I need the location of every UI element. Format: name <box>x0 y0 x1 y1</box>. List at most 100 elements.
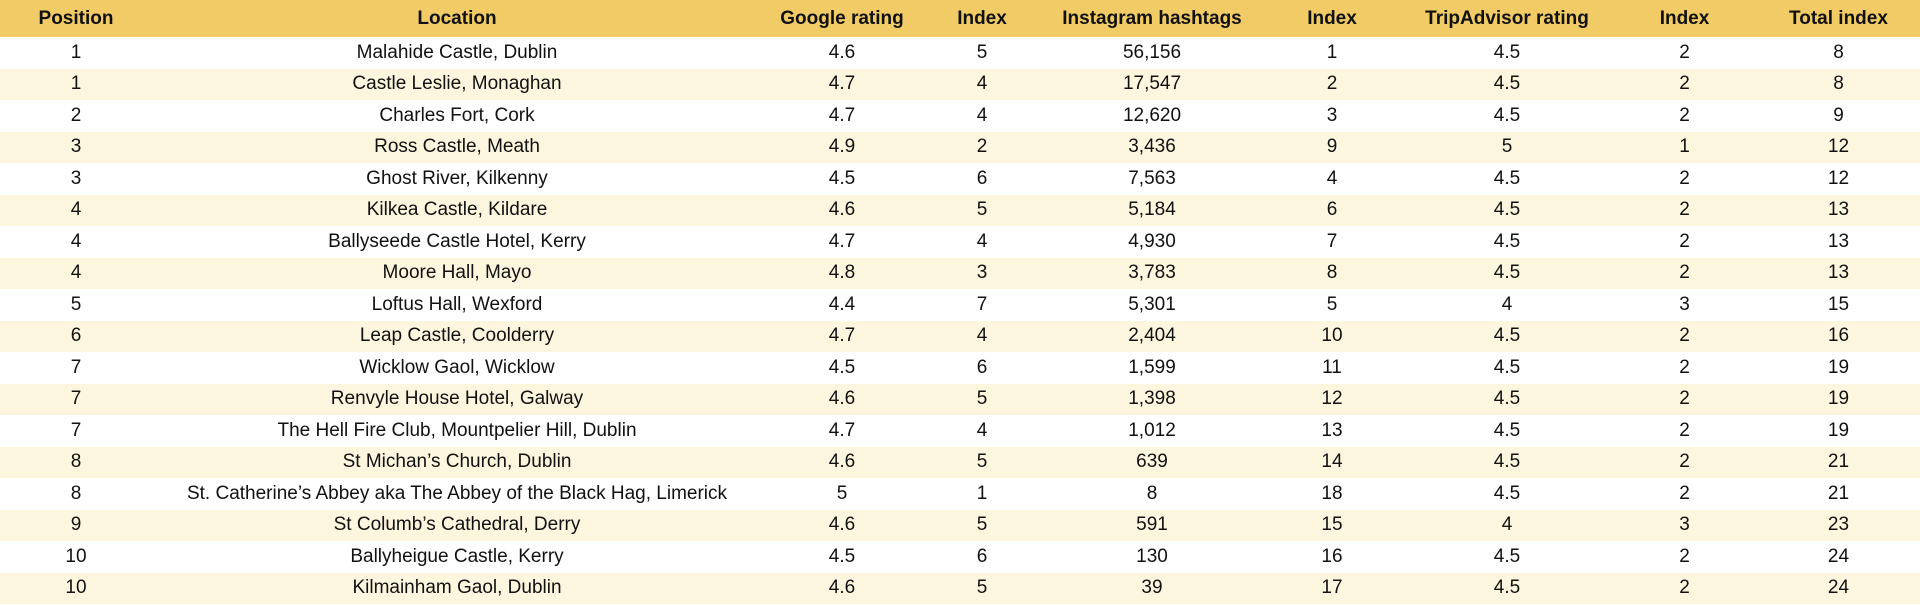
cell-total-index: 21 <box>1827 482 1850 504</box>
cell-location: Kilkea Castle, Kildare <box>366 199 548 221</box>
cell-tripadvisor-rating: 4.5 <box>1493 577 1521 599</box>
cell-location: Charles Fort, Cork <box>379 104 535 126</box>
cell-position: 4 <box>70 230 82 252</box>
cell-google-rating: 4.7 <box>828 419 856 441</box>
cell-google-rating: 4.8 <box>828 262 856 284</box>
cell-location: St Columb’s Cathedral, Derry <box>333 514 581 536</box>
cell-google-index: 5 <box>976 41 988 63</box>
table-row: 1 Malahide Castle, Dublin 4.6 5 56,156 1 4.5 2 8 <box>0 37 1920 69</box>
cell-google-rating: 4.5 <box>828 545 856 567</box>
cell-instagram-index: 4 <box>1326 167 1338 189</box>
cell-google-index: 4 <box>976 419 988 441</box>
cell-google-rating: 4.7 <box>828 230 856 252</box>
cell-google-index: 7 <box>976 293 988 315</box>
header-instagram-index: Index <box>1262 0 1402 37</box>
cell-position: 3 <box>70 167 82 189</box>
header-google-rating: Google rating <box>762 0 922 37</box>
header-row: Position Location Google rating Index In… <box>0 0 1920 37</box>
table-row: 7 The Hell Fire Club, Mountpelier Hill, D… <box>0 415 1920 447</box>
cell-tripadvisor-rating: 4.5 <box>1493 419 1521 441</box>
cell-position: 10 <box>65 545 87 567</box>
cell-total-index: 8 <box>1833 41 1844 63</box>
cell-position: 4 <box>70 199 82 221</box>
cell-instagram-hashtags: 5,301 <box>1128 293 1176 315</box>
cell-tripadvisor-index: 2 <box>1679 388 1690 410</box>
cell-google-index: 6 <box>976 545 988 567</box>
table-row: 6 Leap Castle, Coolderry 4.7 4 2,404 10 4.5 2 16 <box>0 320 1920 352</box>
cell-tripadvisor-rating: 4.5 <box>1493 325 1521 347</box>
cell-tripadvisor-index: 2 <box>1679 451 1690 473</box>
header-location: Location <box>152 0 762 37</box>
cell-total-index: 13 <box>1827 262 1850 284</box>
cell-location: Ross Castle, Meath <box>374 136 540 158</box>
cell-location: Malahide Castle, Dublin <box>356 41 558 63</box>
cell-location: Kilmainham Gaol, Dublin <box>352 577 562 599</box>
cell-google-index: 4 <box>976 230 988 252</box>
cell-total-index: 12 <box>1827 167 1850 189</box>
cell-instagram-index: 11 <box>1322 356 1342 378</box>
cell-tripadvisor-index: 1 <box>1679 136 1690 158</box>
cell-position: 8 <box>70 482 82 504</box>
table-row: 9 St Columb’s Cathedral, Derry 4.6 5 591 15 4 3… <box>0 509 1920 541</box>
cell-instagram-index: 7 <box>1326 230 1338 252</box>
cell-location: St Michan’s Church, Dublin <box>342 451 572 473</box>
cell-google-index: 5 <box>976 388 988 410</box>
cell-total-index: 24 <box>1827 545 1850 567</box>
table-row: 10 Ballyheigue Castle, Kerry 4.5 6 130 16 4.5 2… <box>0 541 1920 573</box>
cell-total-index: 12 <box>1827 136 1850 158</box>
cell-google-rating: 4.6 <box>828 514 856 536</box>
cell-google-index: 6 <box>976 356 988 378</box>
table-row: 7 Renvyle House Hotel, Galway 4.6 5 1,398 12 4… <box>0 383 1920 415</box>
cell-google-rating: 4.9 <box>828 136 856 158</box>
cell-location: Loftus Hall, Wexford <box>371 293 543 315</box>
cell-tripadvisor-rating: 4.5 <box>1493 167 1521 189</box>
cell-instagram-hashtags: 130 <box>1136 545 1168 567</box>
cell-instagram-index: 17 <box>1321 577 1343 599</box>
cell-google-index: 2 <box>976 136 988 158</box>
cell-total-index: 19 <box>1827 388 1850 410</box>
cell-location: Ballyheigue Castle, Kerry <box>350 545 564 567</box>
cell-position: 8 <box>70 451 82 473</box>
cell-total-index: 19 <box>1827 419 1850 441</box>
header-total-index: Total index <box>1757 0 1920 37</box>
cell-google-index: 4 <box>976 325 988 347</box>
cell-total-index: 19 <box>1827 356 1850 378</box>
cell-instagram-hashtags: 17,547 <box>1122 73 1182 95</box>
table-row: 7 Wicklow Gaol, Wicklow 4.5 6 1,599 11 4.5 2 19 <box>0 352 1920 384</box>
cell-instagram-hashtags: 1,398 <box>1128 388 1176 410</box>
cell-instagram-hashtags: 3,436 <box>1128 136 1176 158</box>
cell-total-index: 21 <box>1827 451 1850 473</box>
cell-position: 3 <box>70 136 82 158</box>
cell-position: 6 <box>70 325 82 347</box>
cell-position: 7 <box>70 356 82 378</box>
cell-google-rating: 4.4 <box>828 293 856 315</box>
cell-position: 4 <box>70 262 82 284</box>
cell-instagram-hashtags: 2,404 <box>1128 325 1176 347</box>
cell-total-index: 8 <box>1833 73 1844 95</box>
cell-google-rating: 4.7 <box>828 73 856 95</box>
cell-instagram-index: 13 <box>1321 419 1343 441</box>
cell-location: Wicklow Gaol, Wicklow <box>359 356 555 378</box>
cell-tripadvisor-rating: 5 <box>1501 136 1513 158</box>
cell-location: Renvyle House Hotel, Galway <box>330 388 584 410</box>
cell-tripadvisor-index: 2 <box>1679 199 1690 221</box>
cell-google-index: 6 <box>976 167 988 189</box>
cell-instagram-hashtags: 1,599 <box>1128 356 1176 378</box>
table-row: 10 Kilmainham Gaol, Dublin 4.6 5 39 17 4.5 2 24 <box>0 572 1920 604</box>
table-row: 2 Charles Fort, Cork 4.7 4 12,620 3 4.5 2 9 <box>0 100 1920 132</box>
cell-tripadvisor-index: 2 <box>1679 482 1690 504</box>
cell-tripadvisor-rating: 4.5 <box>1493 482 1521 504</box>
cell-instagram-index: 16 <box>1321 545 1343 567</box>
cell-position: 5 <box>70 293 82 315</box>
cell-location: Leap Castle, Coolderry <box>359 325 555 347</box>
cell-total-index: 15 <box>1827 293 1850 315</box>
table-row: 4 Moore Hall, Mayo 4.8 3 3,783 8 4.5 2 13 <box>0 257 1920 289</box>
cell-total-index: 24 <box>1827 577 1850 599</box>
cell-location: The Hell Fire Club, Mountpelier Hill, Du… <box>277 419 637 441</box>
cell-google-index: 1 <box>976 482 988 504</box>
cell-tripadvisor-rating: 4.5 <box>1493 262 1521 284</box>
cell-location: Ghost River, Kilkenny <box>366 167 548 189</box>
table-row: 4 Kilkea Castle, Kildare 4.6 5 5,184 6 4.5 2 13 <box>0 194 1920 226</box>
cell-position: 7 <box>70 388 82 410</box>
table-row: 8 St. Catherine’s Abbey aka The Abbey of … <box>0 478 1920 510</box>
